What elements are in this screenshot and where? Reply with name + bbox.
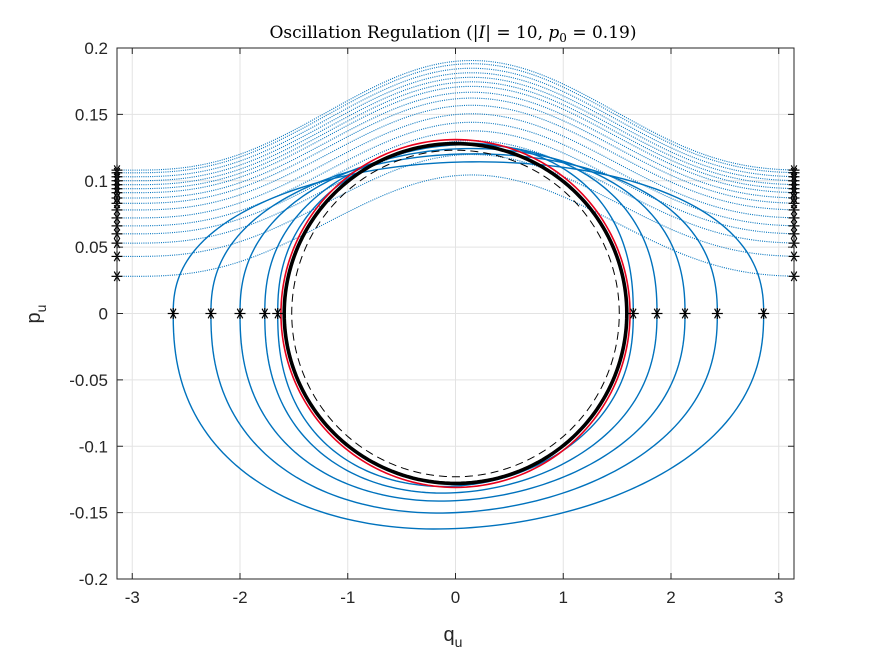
rotating-trajectory bbox=[117, 85, 794, 194]
rotating-trajectory bbox=[117, 130, 794, 235]
rotating-trajectory bbox=[117, 97, 794, 204]
y-tick-label: 0.2 bbox=[84, 39, 108, 58]
y-tick-label: 0.15 bbox=[75, 105, 108, 124]
rotating-trajectory bbox=[117, 59, 794, 171]
start-marker bbox=[272, 308, 284, 319]
start-marker bbox=[651, 308, 663, 319]
x-tick-label: -2 bbox=[232, 588, 247, 607]
rotating-trajectory bbox=[117, 121, 794, 227]
start-marker bbox=[627, 308, 639, 319]
start-marker bbox=[259, 308, 271, 319]
reference-circle bbox=[291, 149, 620, 478]
y-tick-label: 0 bbox=[99, 305, 108, 324]
rotating-trajectory bbox=[117, 91, 794, 199]
start-marker bbox=[167, 308, 179, 319]
start-marker bbox=[758, 308, 770, 319]
y-axis-label: pu bbox=[23, 305, 49, 324]
data-layer bbox=[117, 59, 794, 530]
x-tick-label: -1 bbox=[340, 588, 355, 607]
y-tick-label: 0.1 bbox=[84, 172, 108, 191]
x-tick-label: -3 bbox=[125, 588, 140, 607]
y-tick-label: -0.05 bbox=[69, 371, 108, 390]
start-marker bbox=[205, 308, 217, 319]
start-marker bbox=[234, 308, 246, 319]
x-axis-label: qu bbox=[444, 624, 463, 650]
rotating-trajectory bbox=[117, 76, 794, 186]
y-tick-label: 0.05 bbox=[75, 238, 108, 257]
start-marker bbox=[679, 308, 691, 319]
rotating-trajectory bbox=[117, 81, 794, 190]
axis-ticks: -3 -2 -1 0 1 2 3 -0.2 -0.15 -0.1 -0.05 0 0.05 0.1 0.15… bbox=[69, 39, 794, 607]
chart-title: Oscillation Regulation (|I| = 10, p0 = 0… bbox=[270, 23, 637, 45]
x-tick-label: 0 bbox=[451, 588, 460, 607]
y-tick-label: -0.1 bbox=[79, 437, 108, 456]
start-marker bbox=[711, 308, 723, 319]
y-tick-label: -0.2 bbox=[79, 570, 108, 589]
x-tick-label: 3 bbox=[774, 588, 783, 607]
y-tick-label: -0.15 bbox=[69, 504, 108, 523]
rotating-trajectory bbox=[117, 113, 794, 219]
limit-cycle bbox=[282, 141, 629, 486]
x-tick-label: 2 bbox=[666, 588, 675, 607]
rotating-trajectory bbox=[117, 104, 794, 211]
x-tick-label: 1 bbox=[559, 588, 568, 607]
